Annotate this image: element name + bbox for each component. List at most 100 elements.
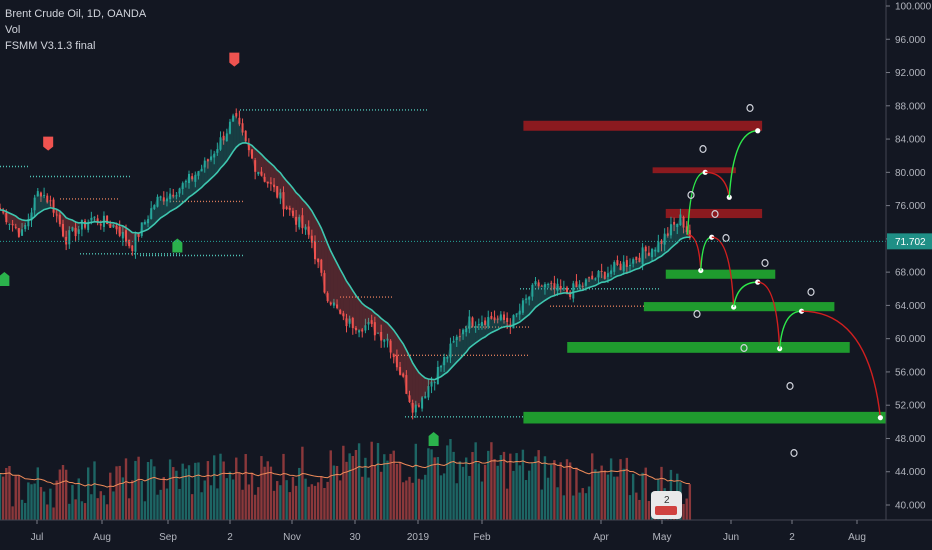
- price-axis[interactable]: 100.000 96.000 92.000 88.000 84.000 80.000 76.…: [885, 0, 932, 520]
- volume-bar: [518, 465, 521, 520]
- volume-bar: [257, 487, 260, 520]
- volume-bar: [0, 473, 2, 520]
- volume-bar: [408, 476, 411, 520]
- candle-body: [458, 336, 461, 338]
- ema-fill: [447, 343, 451, 373]
- candle-body: [471, 317, 474, 327]
- ema-fill: [491, 318, 495, 333]
- candle-body: [421, 397, 424, 409]
- ema-fill: [444, 356, 448, 375]
- ema-fill: [236, 116, 240, 148]
- ema-fill: [151, 204, 155, 227]
- volume-bar: [200, 492, 203, 520]
- volume-bar: [534, 456, 537, 520]
- candle-body: [688, 230, 691, 238]
- volume-bar: [616, 476, 619, 520]
- candle-body: [49, 200, 52, 202]
- candle-body: [219, 137, 222, 150]
- volume-bar: [550, 464, 553, 520]
- ema-fill: [532, 281, 536, 311]
- volume-bar: [323, 487, 326, 520]
- candle-body: [298, 216, 301, 228]
- volume-bar: [575, 467, 578, 520]
- candle-body: [414, 404, 417, 413]
- projection-marker: [687, 191, 695, 200]
- ema-fill: [667, 224, 671, 252]
- candle-body: [395, 355, 398, 368]
- volume-bar: [102, 495, 106, 520]
- ema-fill: [469, 316, 473, 348]
- ema-fill: [607, 270, 612, 281]
- volume-bar: [587, 486, 591, 520]
- price-tick-label: 48.000: [895, 434, 926, 445]
- candle-body: [266, 181, 269, 184]
- ema-fill: [677, 214, 681, 243]
- volume-bar: [455, 483, 458, 520]
- candle-body: [276, 186, 279, 198]
- candle-body: [228, 121, 231, 134]
- ema-fill: [154, 196, 158, 225]
- candle-body: [354, 327, 357, 331]
- ema-fill: [204, 160, 208, 185]
- candle-body: [65, 236, 68, 245]
- volume-bar: [609, 458, 613, 520]
- candle-body: [537, 282, 540, 287]
- candle-body: [613, 261, 616, 272]
- ema-fill: [614, 261, 618, 278]
- indicator-vol[interactable]: Vol: [5, 24, 21, 36]
- ema-fill: [378, 315, 382, 341]
- ema-fill: [504, 320, 508, 327]
- ema-fill: [217, 137, 221, 173]
- candle-body: [493, 317, 496, 321]
- ema-fill: [387, 323, 391, 353]
- ema-fill: [211, 153, 215, 179]
- volume-bar: [402, 482, 405, 520]
- ema-fill: [141, 221, 145, 232]
- ema-fill: [308, 206, 312, 243]
- candle-body: [169, 193, 172, 200]
- price-tick-label: 44.000: [895, 467, 926, 478]
- volume-bar: [591, 453, 594, 520]
- ema-fill: [214, 149, 218, 176]
- candle-body: [676, 223, 679, 228]
- volume-bar: [487, 450, 490, 520]
- candle-body: [137, 233, 140, 237]
- ema-fill: [538, 286, 542, 305]
- candle-body: [232, 115, 235, 122]
- ema-fill: [393, 330, 397, 368]
- volume-bar: [184, 468, 188, 520]
- ema-fill: [110, 222, 114, 228]
- ema-fill: [63, 214, 67, 245]
- candle-body: [260, 171, 263, 176]
- supply-zone: [665, 208, 763, 219]
- indicator-fsmm[interactable]: FSMM V3.1.3 final: [5, 40, 96, 52]
- candle-body: [197, 171, 200, 176]
- ema-fill: [292, 188, 297, 225]
- candle-body: [622, 261, 625, 272]
- ema-fill: [463, 328, 467, 356]
- projection-node: [755, 128, 761, 134]
- ema-fill: [670, 224, 675, 249]
- candle-body: [0, 207, 1, 210]
- candle-body: [477, 324, 480, 326]
- volume-bar: [320, 476, 323, 520]
- volume-bar: [685, 498, 688, 520]
- candle-body: [200, 168, 203, 172]
- candle-body: [440, 365, 442, 368]
- sell-signal-marker: [229, 52, 240, 67]
- candle-body: [480, 321, 483, 326]
- symbol-title[interactable]: Brent Crude Oil, 1D, OANDA: [5, 8, 147, 20]
- ema-fill: [179, 183, 183, 206]
- ema-fill: [280, 172, 284, 210]
- ema-fill: [623, 261, 627, 274]
- volume-bar: [55, 480, 58, 520]
- time-axis[interactable]: Jul Aug Sep 2 Nov 30 2019 Feb Apr May Jun 2 Aug: [0, 519, 932, 550]
- volume-bar: [354, 450, 358, 520]
- volume-bar: [178, 488, 181, 520]
- volume-bar: [389, 453, 392, 520]
- volume-bar: [159, 489, 162, 520]
- ema-fill: [544, 283, 549, 301]
- ema-fill: [510, 315, 514, 327]
